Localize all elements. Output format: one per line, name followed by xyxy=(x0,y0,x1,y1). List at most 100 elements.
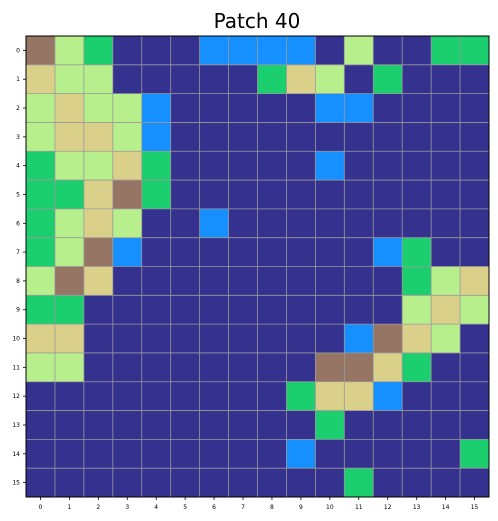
heatmap-cell-r12-c15 xyxy=(460,381,490,411)
heatmap-cell-r4-c12 xyxy=(373,151,403,181)
heatmap-cell-r9-c5 xyxy=(170,295,200,325)
heatmap-cell-r7-c7 xyxy=(228,237,258,267)
heatmap-cell-r1-c6 xyxy=(199,64,229,94)
heatmap-cell-r4-c14 xyxy=(431,151,461,181)
heatmap-cell-r3-c1 xyxy=(54,122,85,152)
heatmap-cell-r11-c5 xyxy=(170,352,200,383)
heatmap-cell-r15-c8 xyxy=(257,468,287,498)
heatmap-cell-r11-c9 xyxy=(286,352,316,383)
heatmap-cell-r15-c7 xyxy=(228,468,258,498)
heatmap-cell-r6-c14 xyxy=(431,208,461,238)
heatmap-cell-r4-c3 xyxy=(112,151,143,181)
heatmap-cell-r14-c7 xyxy=(228,439,258,469)
heatmap-cell-r15-c11 xyxy=(344,468,374,498)
heatmap-cell-r12-c14 xyxy=(431,381,461,411)
heatmap-cell-r5-c5 xyxy=(170,180,200,210)
heatmap-cell-r5-c0 xyxy=(26,180,56,210)
heatmap-cell-r0-c4 xyxy=(141,36,171,66)
heatmap-cell-r7-c0 xyxy=(26,237,56,267)
heatmap-cell-r14-c3 xyxy=(112,439,143,469)
heatmap-cell-r1-c14 xyxy=(431,64,461,94)
heatmap-cell-r5-c14 xyxy=(431,180,461,210)
y-tick-label: 5 xyxy=(16,191,20,198)
heatmap-cell-r8-c4 xyxy=(141,266,171,296)
heatmap-cell-r10-c1 xyxy=(54,324,85,354)
heatmap-cell-r6-c1 xyxy=(54,208,85,238)
heatmap-cell-r14-c6 xyxy=(199,439,229,469)
heatmap-cell-r13-c0 xyxy=(26,410,56,440)
heatmap-cell-r0-c7 xyxy=(228,36,258,66)
heatmap-cell-r3-c13 xyxy=(402,122,432,152)
heatmap-cell-r10-c13 xyxy=(402,324,432,354)
heatmap-cell-r4-c8 xyxy=(257,151,287,181)
x-tick-label: 10 xyxy=(326,504,334,511)
heatmap-cell-r8-c2 xyxy=(83,266,114,296)
heatmap-cell-r1-c5 xyxy=(170,64,200,94)
x-tick-label: 0 xyxy=(39,504,43,511)
heatmap-cell-r1-c2 xyxy=(83,64,114,94)
y-tick-label: 9 xyxy=(16,307,20,314)
plot-frame xyxy=(25,35,490,498)
heatmap-cell-r9-c12 xyxy=(373,295,403,325)
heatmap-cell-r3-c10 xyxy=(315,122,345,152)
heatmap-cell-r5-c12 xyxy=(373,180,403,210)
heatmap-cell-r10-c3 xyxy=(112,324,143,354)
heatmap-cell-r4-c2 xyxy=(83,151,114,181)
heatmap-cell-r12-c8 xyxy=(257,381,287,411)
heatmap-cell-r7-c5 xyxy=(170,237,200,267)
heatmap-cell-r9-c9 xyxy=(286,295,316,325)
heatmap-cell-r12-c12 xyxy=(373,381,403,411)
heatmap-cell-r15-c2 xyxy=(83,468,114,498)
heatmap-cell-r15-c10 xyxy=(315,468,345,498)
y-tick-label: 14 xyxy=(12,451,20,458)
heatmap-cell-r7-c9 xyxy=(286,237,316,267)
heatmap-cell-r5-c1 xyxy=(54,180,85,210)
heatmap-cell-r12-c2 xyxy=(83,381,114,411)
heatmap-cell-r0-c9 xyxy=(286,36,316,66)
heatmap-cell-r10-c4 xyxy=(141,324,171,354)
heatmap-cell-r7-c8 xyxy=(257,237,287,267)
heatmap-cell-r14-c9 xyxy=(286,439,316,469)
heatmap-cell-r2-c13 xyxy=(402,93,432,123)
heatmap-cell-r3-c3 xyxy=(112,122,143,152)
heatmap-cell-r5-c3 xyxy=(112,180,143,210)
heatmap-cell-r1-c7 xyxy=(228,64,258,94)
heatmap-cell-r0-c15 xyxy=(460,36,490,66)
heatmap-cell-r7-c13 xyxy=(402,237,432,267)
heatmap-cell-r11-c0 xyxy=(26,352,56,383)
heatmap-cell-r14-c13 xyxy=(402,439,432,469)
heatmap-cell-r11-c13 xyxy=(402,352,432,383)
heatmap-cell-r6-c9 xyxy=(286,208,316,238)
heatmap-cell-r9-c11 xyxy=(344,295,374,325)
heatmap-cell-r11-c11 xyxy=(344,352,374,383)
heatmap-gridlines xyxy=(26,36,489,497)
heatmap-cell-r11-c14 xyxy=(431,352,461,383)
x-tick-label: 6 xyxy=(212,504,216,511)
heatmap-cell-r5-c8 xyxy=(257,180,287,210)
heatmap-cell-r3-c2 xyxy=(83,122,114,152)
heatmap-cell-r2-c3 xyxy=(112,93,143,123)
heatmap-cell-r4-c1 xyxy=(54,151,85,181)
y-tick-label: 0 xyxy=(16,47,20,54)
heatmap-cell-r5-c2 xyxy=(83,180,114,210)
heatmap-cell-r6-c8 xyxy=(257,208,287,238)
heatmap-cell-r6-c0 xyxy=(26,208,56,238)
heatmap-cell-r4-c6 xyxy=(199,151,229,181)
heatmap-cell-r15-c5 xyxy=(170,468,200,498)
heatmap-cell-r11-c7 xyxy=(228,352,258,383)
heatmap-cell-r12-c5 xyxy=(170,381,200,411)
y-tick-label: 13 xyxy=(12,422,20,429)
heatmap-cell-r6-c6 xyxy=(199,208,229,238)
heatmap-cell-r9-c0 xyxy=(26,295,56,325)
x-tick-label: 14 xyxy=(442,504,450,511)
y-tick-label: 6 xyxy=(16,220,20,227)
heatmap-cell-r13-c13 xyxy=(402,410,432,440)
heatmap-cell-r6-c7 xyxy=(228,208,258,238)
heatmap-cell-r13-c11 xyxy=(344,410,374,440)
heatmap-cell-r8-c14 xyxy=(431,266,461,296)
heatmap-cell-r8-c13 xyxy=(402,266,432,296)
heatmap-cell-r7-c1 xyxy=(54,237,85,267)
heatmap-cell-r10-c5 xyxy=(170,324,200,354)
heatmap-cell-r13-c2 xyxy=(83,410,114,440)
